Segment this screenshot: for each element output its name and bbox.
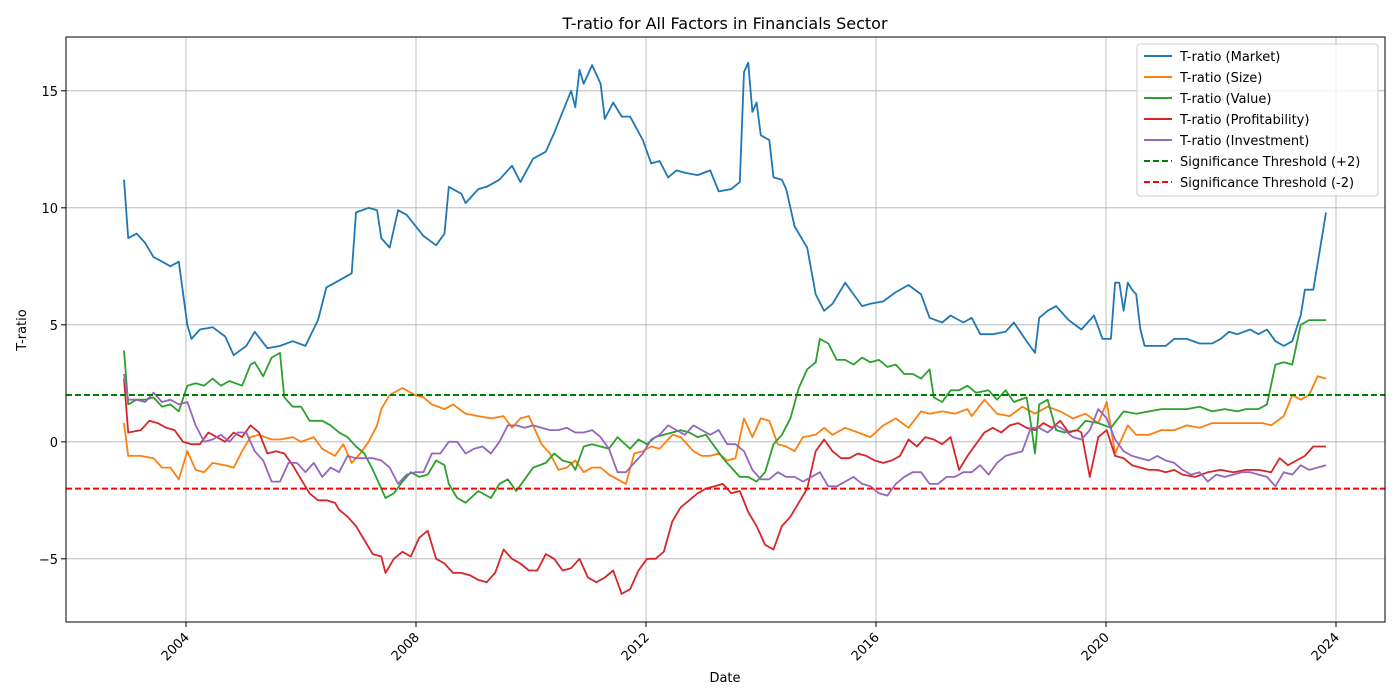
legend: T-ratio (Market) T-ratio (Size) T-ratio (V… <box>1136 43 1379 197</box>
series-line-0 <box>123 61 1327 357</box>
y-tick-label: 15 <box>41 85 58 100</box>
series-lines <box>66 61 1385 595</box>
series-line-1 <box>123 375 1327 485</box>
legend-box <box>1136 43 1379 197</box>
y-tick-label: −5 <box>39 553 58 568</box>
legend-label: T-ratio (Market) <box>1179 50 1280 65</box>
legend-label: T-ratio (Size) <box>1179 71 1262 86</box>
legend-label: Significance Threshold (+2) <box>1180 155 1360 170</box>
y-tick-label: 5 <box>50 319 58 334</box>
legend-label: T-ratio (Value) <box>1179 92 1271 107</box>
y-axis-ticks: −5 0 5 10 15 <box>39 85 66 568</box>
series-line-4 <box>123 373 1327 497</box>
plot-frame <box>65 36 1386 623</box>
legend-label: T-ratio (Profitability) <box>1179 113 1309 128</box>
legend-label: T-ratio (Investment) <box>1179 134 1309 149</box>
y-tick-label: 0 <box>50 436 58 451</box>
x-axis-title: Date <box>709 671 740 686</box>
y-axis-title: T-ratio <box>15 309 30 351</box>
y-tick-label: 10 <box>41 202 58 217</box>
chart-title: T-ratio for All Factors in Financials Se… <box>561 14 887 33</box>
legend-label: Significance Threshold (-2) <box>1180 176 1354 191</box>
